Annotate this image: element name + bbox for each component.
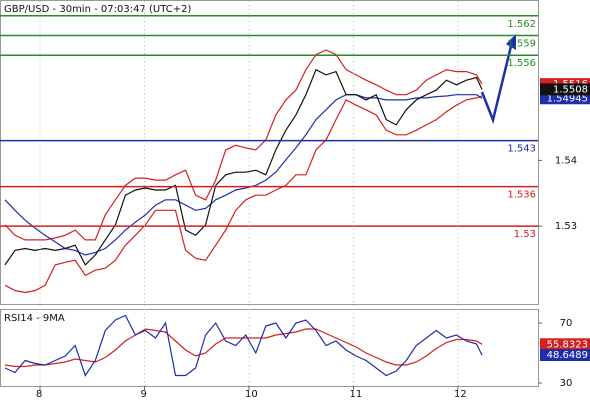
x-tick-label: 12 — [454, 389, 467, 400]
x-tick-label: 8 — [36, 389, 42, 400]
level-label: 1.53 — [514, 229, 536, 240]
price-tag-label: 55.8323 — [547, 339, 588, 350]
series-line — [4, 49, 483, 241]
x-tick-label: 10 — [245, 389, 258, 400]
series-line — [4, 314, 483, 377]
level-label: 1.559 — [507, 38, 536, 49]
level-label: 1.543 — [507, 144, 536, 155]
level-label: 1.556 — [507, 58, 536, 69]
series-line — [4, 68, 483, 266]
series-line — [4, 328, 483, 368]
y-tick-label: 1.53 — [555, 221, 577, 232]
price-tag — [540, 349, 590, 362]
rsi-panel — [0, 309, 539, 387]
level-label: 1.562 — [507, 19, 536, 30]
series-line — [4, 95, 483, 294]
x-tick-label: 9 — [141, 389, 147, 400]
series-line — [4, 94, 483, 256]
price-tag-label: 48.6489 — [547, 350, 588, 361]
price-tag-label: 1.5508 — [553, 84, 588, 95]
price-tag — [540, 83, 590, 96]
price-panel — [0, 0, 539, 305]
price-tag — [540, 338, 590, 351]
level-label: 1.536 — [507, 190, 536, 201]
forecast-arrow — [480, 34, 516, 125]
y-tick-label: 1.54 — [555, 155, 577, 166]
y-tick-label: 70 — [560, 318, 573, 329]
x-tick-label: 11 — [349, 389, 362, 400]
chart-title: GBP/USD - 30min - 07:03:47 (UTC+2) — [4, 4, 191, 15]
y-tick-label: 30 — [560, 378, 573, 389]
rsi-title: RSI14 - 9MA — [4, 313, 65, 324]
price-tag-label: 1.54945 — [547, 93, 588, 104]
